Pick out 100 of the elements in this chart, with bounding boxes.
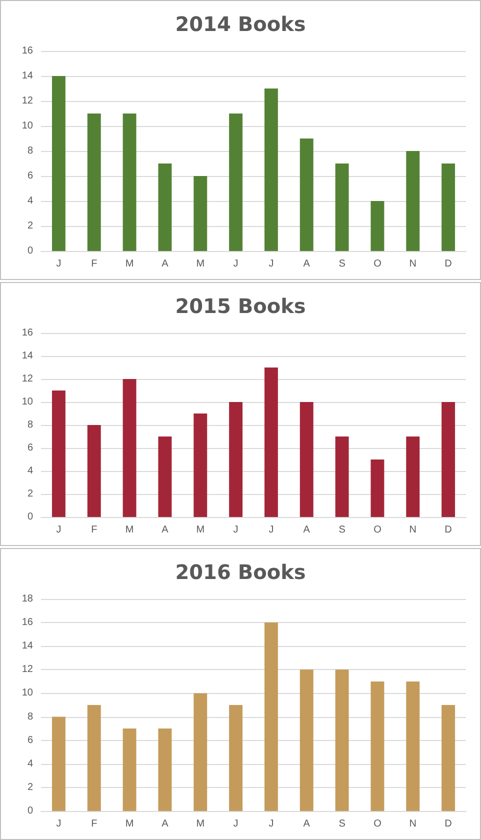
- x-tick-label: M: [196, 524, 205, 536]
- bar: [194, 176, 208, 251]
- x-tick-label: A: [162, 818, 169, 830]
- bar: [158, 728, 172, 811]
- x-tick-label: M: [196, 818, 205, 830]
- y-tick-label: 0: [27, 246, 34, 256]
- bar: [370, 460, 384, 517]
- y-tick-label: 6: [27, 442, 34, 454]
- bar: [87, 705, 101, 811]
- x-tick-label: A: [303, 258, 310, 270]
- bar: [264, 622, 278, 811]
- bar: [335, 436, 349, 517]
- x-tick-label: F: [91, 258, 98, 270]
- chart-title: 2014 Books: [175, 12, 306, 36]
- x-tick-label: F: [91, 818, 98, 830]
- bar: [264, 368, 278, 517]
- x-tick-label: J: [268, 818, 274, 830]
- x-tick-label: J: [233, 524, 238, 536]
- x-tick-label: J: [56, 818, 62, 830]
- y-tick-label: 16: [22, 617, 34, 628]
- bar: [194, 414, 208, 517]
- y-tick-label: 16: [22, 328, 34, 338]
- y-tick-label: 14: [22, 350, 34, 362]
- y-tick-label: 2: [27, 782, 34, 793]
- bar: [52, 76, 66, 251]
- bar: [335, 164, 349, 251]
- y-tick-label: 10: [22, 120, 34, 132]
- y-tick-label: 18: [22, 594, 34, 604]
- bar: [406, 436, 420, 517]
- x-tick-label: A: [162, 524, 169, 536]
- x-tick-label: M: [125, 524, 134, 536]
- x-tick-label: D: [444, 524, 452, 536]
- bar: [406, 151, 420, 251]
- chart-title: 2016 Books: [175, 560, 306, 584]
- x-tick-label: M: [196, 258, 205, 270]
- x-tick-label: M: [125, 818, 134, 830]
- bar: [158, 164, 172, 251]
- bar: [229, 705, 243, 811]
- y-tick-label: 16: [22, 46, 34, 56]
- bar: [264, 88, 278, 251]
- bar: [52, 716, 66, 811]
- bar: [229, 402, 243, 517]
- y-tick-label: 12: [22, 96, 34, 106]
- bar: [442, 164, 456, 251]
- y-tick-label: 2: [27, 488, 34, 500]
- bar: [442, 402, 456, 517]
- bar: [52, 390, 66, 517]
- x-tick-label: F: [91, 524, 98, 536]
- bar: [122, 114, 136, 251]
- bar: [442, 705, 456, 811]
- x-tick-label: J: [56, 258, 62, 270]
- y-tick-label: 4: [27, 758, 34, 770]
- bar: [300, 138, 314, 251]
- x-tick-label: O: [374, 258, 382, 270]
- bar: [300, 402, 314, 517]
- x-tick-label: D: [444, 818, 452, 830]
- x-tick-label: M: [125, 258, 134, 270]
- x-tick-label: J: [233, 818, 238, 830]
- y-tick-label: 8: [27, 146, 34, 156]
- x-tick-label: N: [409, 818, 416, 830]
- x-tick-label: J: [56, 524, 62, 536]
- y-tick-label: 14: [22, 640, 34, 652]
- x-tick-label: J: [268, 258, 274, 270]
- bar: [370, 681, 384, 811]
- bar: [158, 436, 172, 517]
- x-tick-label: S: [338, 258, 346, 270]
- bar: [229, 114, 243, 251]
- y-tick-label: 6: [27, 170, 34, 182]
- y-tick-label: 10: [22, 396, 34, 408]
- y-tick-label: 0: [27, 512, 34, 522]
- bar: [335, 670, 349, 811]
- y-tick-label: 4: [27, 196, 34, 206]
- x-tick-label: S: [338, 818, 346, 830]
- x-tick-label: O: [374, 818, 382, 830]
- y-tick-label: 10: [22, 688, 34, 699]
- bar: [87, 114, 101, 251]
- x-tick-label: J: [233, 258, 238, 270]
- bar: [300, 670, 314, 811]
- x-tick-label: N: [409, 258, 416, 270]
- x-tick-label: A: [162, 258, 169, 270]
- y-tick-label: 8: [27, 420, 34, 430]
- y-tick-label: 12: [22, 664, 34, 676]
- bar: [87, 425, 101, 517]
- y-tick-label: 12: [22, 374, 34, 384]
- x-tick-label: O: [374, 524, 382, 536]
- bar: [194, 693, 208, 811]
- chart-title: 2015 Books: [175, 294, 306, 318]
- x-tick-label: J: [268, 524, 274, 536]
- y-tick-label: 2: [27, 220, 34, 232]
- bar: [122, 728, 136, 811]
- x-tick-label: N: [409, 524, 416, 536]
- y-tick-label: 0: [27, 806, 34, 816]
- y-tick-label: 6: [27, 734, 34, 746]
- x-tick-label: D: [444, 258, 452, 270]
- bar: [406, 681, 420, 811]
- x-tick-label: A: [303, 818, 310, 830]
- y-tick-label: 14: [22, 70, 34, 82]
- x-tick-label: S: [338, 524, 346, 536]
- y-tick-label: 4: [27, 466, 34, 476]
- bar: [122, 379, 136, 517]
